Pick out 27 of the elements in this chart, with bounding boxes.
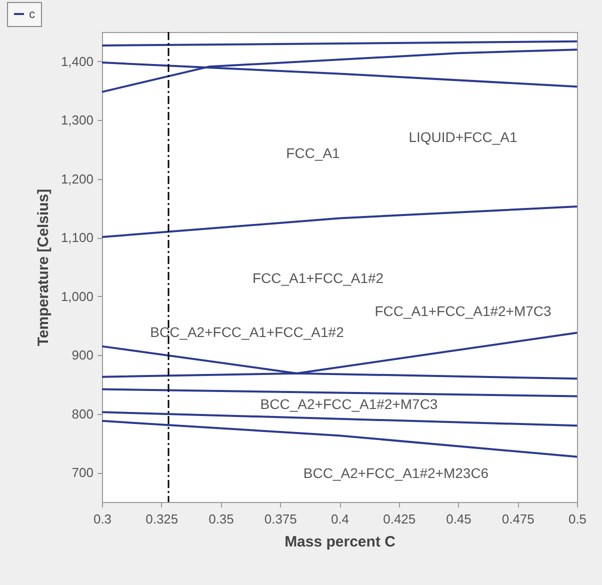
x-tick-label: 0.45 bbox=[446, 512, 472, 526]
y-tick-label: 1,200 bbox=[60, 171, 94, 186]
x-tick-label: 0.475 bbox=[502, 512, 534, 526]
x-tick-label: 0.5 bbox=[568, 512, 587, 526]
y-tick-label: 900 bbox=[72, 348, 94, 363]
y-tick-label: 1,000 bbox=[60, 288, 94, 304]
annotation: BCC_A2+FCC_A1#2+M7C3 bbox=[260, 396, 438, 412]
y-tick-label: 1,300 bbox=[60, 112, 94, 128]
x-tick-label: 0.325 bbox=[146, 512, 178, 526]
y-tick-label: 1,400 bbox=[60, 54, 94, 69]
x-axis-title: Mass percent C bbox=[284, 534, 396, 550]
annotation: FCC_A1+FCC_A1#2 bbox=[252, 270, 384, 286]
y-axis-title: Temperature [Celsius] bbox=[34, 188, 52, 346]
annotation: LIQUID+FCC_A1 bbox=[408, 129, 518, 145]
annotation: FCC_A1 bbox=[286, 145, 340, 161]
x-tick-label: 0.425 bbox=[383, 512, 416, 526]
legend-label: c bbox=[29, 7, 35, 21]
y-tick-label: 1,100 bbox=[60, 230, 94, 246]
annotation: FCC_A1+FCC_A1#2+M7C3 bbox=[374, 303, 552, 319]
x-tick-label: 0.4 bbox=[330, 512, 350, 526]
y-tick-label: 700 bbox=[72, 465, 94, 480]
x-tick-label: 0.375 bbox=[264, 512, 297, 526]
x-tick-label: 0.35 bbox=[208, 512, 234, 526]
annotation: BCC_A2+FCC_A1+FCC_A1#2 bbox=[150, 324, 344, 340]
y-tick-label: 800 bbox=[72, 406, 94, 422]
annotation: BCC_A2+FCC_A1#2+M23C6 bbox=[303, 465, 489, 481]
x-tick-label: 0.3 bbox=[93, 512, 112, 526]
